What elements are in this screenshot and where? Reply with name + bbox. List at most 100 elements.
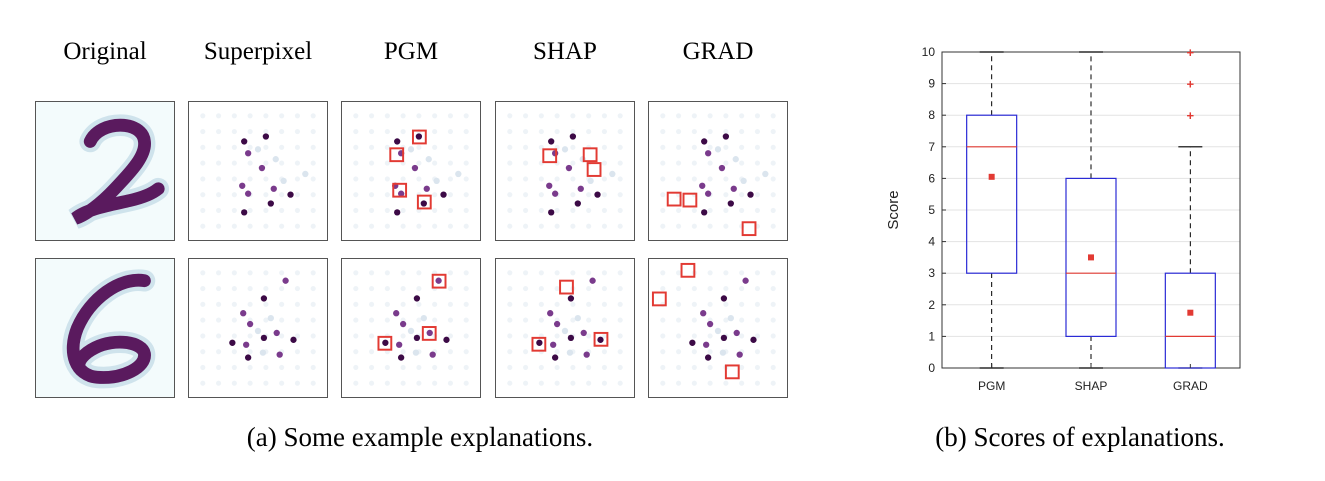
superpixel-node — [254, 146, 262, 153]
superpixel-node — [399, 320, 407, 328]
shap-panel-row1 — [495, 101, 635, 241]
superpixel-node — [580, 329, 587, 337]
outlier-marker: + — [1187, 77, 1195, 92]
y-tick-label: 2 — [928, 298, 935, 312]
superpixel-node — [413, 334, 421, 342]
superpixel-node — [267, 314, 274, 322]
digit-6-image — [62, 269, 156, 389]
superpixel-node — [394, 138, 401, 145]
superpixel-node — [425, 156, 432, 163]
superpixel-node — [550, 341, 557, 348]
superpixel-node — [258, 164, 266, 172]
superpixel-node — [720, 295, 728, 302]
superpixel-graph-row1 — [200, 113, 316, 229]
highlight-box — [651, 291, 667, 307]
superpixel-node — [719, 349, 727, 356]
superpixel-node — [243, 341, 250, 348]
superpixel-node — [280, 177, 287, 185]
superpixel-node — [597, 336, 604, 343]
superpixel-node — [689, 339, 696, 346]
superpixel-node — [742, 277, 749, 284]
superpixel-node — [411, 164, 419, 172]
superpixel-node — [704, 150, 712, 157]
superpixel-node — [720, 334, 728, 342]
superpixel-node — [302, 170, 309, 178]
superpixel-node — [290, 336, 297, 343]
shap-graph-row1 — [507, 113, 623, 229]
superpixel-node — [561, 146, 569, 153]
pgm-graph-row1 — [353, 113, 469, 229]
highlight-box — [666, 191, 682, 207]
y-tick-label: 7 — [928, 140, 935, 154]
highlight-box — [559, 279, 574, 295]
superpixel-node — [704, 354, 712, 361]
superpixel-node — [412, 349, 420, 356]
superpixel-node — [435, 277, 442, 284]
highlight-box — [680, 262, 696, 278]
superpixel-node — [433, 177, 440, 185]
superpixel-node — [565, 164, 573, 172]
superpixel-node — [699, 182, 706, 189]
superpixel-node — [561, 327, 569, 335]
superpixel-node — [750, 336, 757, 343]
superpixel-node — [260, 295, 268, 302]
superpixel-node — [704, 190, 712, 197]
superpixel-node — [701, 209, 708, 216]
superpixel-node — [396, 341, 403, 348]
superpixel-node — [429, 351, 436, 358]
highlight-box — [682, 192, 698, 208]
highlight-box — [389, 147, 405, 163]
grad-graph-row1 — [660, 113, 776, 237]
superpixel-node — [727, 200, 734, 207]
mean-marker — [1088, 254, 1094, 261]
superpixel-node — [551, 354, 559, 361]
superpixel-node — [722, 133, 730, 140]
y-tick-label: 0 — [928, 361, 935, 375]
superpixel-node — [244, 354, 252, 361]
superpixel-node — [583, 351, 590, 358]
pgm-panel-row1 — [341, 101, 481, 241]
shap-panel-row2 — [495, 258, 635, 398]
superpixel-node — [762, 170, 769, 178]
superpixel-node — [260, 334, 268, 342]
superpixel-node — [420, 200, 427, 207]
superpixel-node — [244, 190, 252, 197]
highlight-box — [416, 194, 432, 210]
highlight-box — [531, 336, 547, 352]
grad-panel-row2 — [648, 258, 788, 398]
grad-graph-row2 — [651, 262, 776, 386]
superpixel-node — [273, 329, 280, 337]
highlight-box — [582, 147, 598, 163]
y-tick-label: 9 — [928, 77, 935, 91]
y-tick-label: 3 — [928, 266, 935, 280]
superpixel-node — [254, 327, 262, 335]
superpixel-node — [594, 191, 601, 198]
superpixel-node — [536, 339, 543, 346]
superpixel-node — [397, 354, 405, 361]
highlight-box — [741, 221, 757, 237]
superpixel-node — [397, 190, 405, 197]
x-tick-label: SHAP — [1075, 379, 1108, 393]
pgm-graph-row2 — [353, 270, 469, 386]
y-tick-label: 1 — [928, 329, 935, 343]
superpixel-node — [589, 277, 596, 284]
superpixel-node — [240, 310, 247, 317]
highlight-box — [593, 331, 609, 347]
highlight-box — [542, 148, 558, 164]
outlier-marker: + — [1187, 45, 1195, 60]
superpixel-node — [267, 200, 274, 207]
column-header-superpixel: Superpixel — [203, 38, 313, 65]
highlight-box — [421, 326, 437, 341]
superpixel-node — [259, 349, 267, 356]
superpixel-node — [609, 170, 616, 178]
highlight-box — [411, 129, 427, 145]
box-pgm — [966, 114, 1018, 274]
superpixel-node — [546, 182, 553, 189]
superpixel-node — [740, 177, 747, 185]
y-tick-label: 8 — [928, 108, 935, 122]
superpixel-node — [287, 191, 294, 198]
superpixel-node — [270, 185, 277, 192]
superpixel-node — [244, 150, 252, 157]
column-header-shap: SHAP — [533, 38, 597, 65]
superpixel-node — [393, 310, 400, 317]
